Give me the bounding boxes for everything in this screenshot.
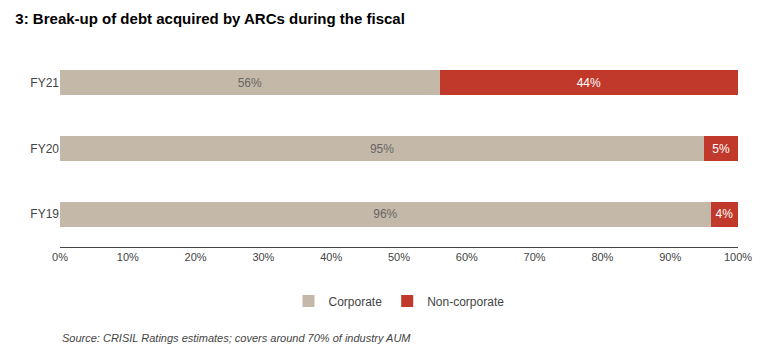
svg-text:4%: 4% — [716, 207, 734, 221]
svg-text:96%: 96% — [373, 207, 397, 221]
svg-text:20%: 20% — [185, 251, 207, 263]
svg-text:30%: 30% — [252, 251, 274, 263]
svg-text:100%: 100% — [724, 251, 752, 263]
svg-text:Corporate: Corporate — [329, 295, 383, 309]
svg-text:FY21: FY21 — [30, 76, 59, 90]
svg-text:0%: 0% — [52, 251, 68, 263]
svg-text:10%: 10% — [117, 251, 139, 263]
svg-text:40%: 40% — [320, 251, 342, 263]
svg-text:5%: 5% — [712, 142, 730, 156]
svg-text:70%: 70% — [524, 251, 546, 263]
svg-text:Non-corporate: Non-corporate — [427, 295, 504, 309]
svg-text:60%: 60% — [456, 251, 478, 263]
svg-text:56%: 56% — [238, 76, 262, 90]
svg-text:90%: 90% — [659, 251, 681, 263]
svg-text:95%: 95% — [370, 142, 394, 156]
svg-text:FY19: FY19 — [30, 207, 59, 221]
svg-text:3: Break-up of debt acquired b: 3: Break-up of debt acquired by ARCs dur… — [15, 10, 405, 27]
svg-text:44%: 44% — [577, 76, 601, 90]
svg-text:Source: CRISIL Ratings estimat: Source: CRISIL Ratings estimates; covers… — [62, 332, 411, 344]
svg-text:80%: 80% — [591, 251, 613, 263]
svg-text:FY20: FY20 — [30, 142, 59, 156]
svg-text:50%: 50% — [388, 251, 410, 263]
